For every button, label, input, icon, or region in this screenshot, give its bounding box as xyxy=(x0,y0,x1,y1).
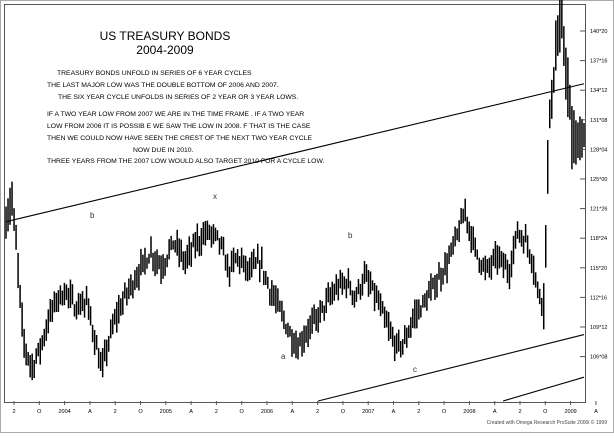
wave-label: b xyxy=(90,211,95,220)
y-tick-label: 125*00 xyxy=(590,177,607,183)
x-tick-label: A xyxy=(290,409,294,415)
annotation-line: THE SIX YEAR CYCLE UNFOLDS IN SERIES OF … xyxy=(58,94,298,101)
wave-labels: b x b a c xyxy=(90,192,417,374)
footer-credit: Created with Omega Research ProSuite 200… xyxy=(487,419,608,426)
x-tick-label: 2005 xyxy=(160,409,172,415)
x-tick-label: 2009 xyxy=(564,409,576,415)
y-tick-label: 137*16 xyxy=(590,59,607,65)
x-axis-ticks: 2 O 2004 A 2 O 2005 A 2 O 2006 A 2 O 2007 A 2 O 2008 A 2 O 200… xyxy=(12,401,598,415)
y-tick-label: 134*12 xyxy=(590,88,607,94)
y-tick-label: 115*20 xyxy=(590,266,607,272)
x-tick-label: O xyxy=(341,409,346,415)
wave-label: b xyxy=(348,231,353,240)
x-tick-label: 2007 xyxy=(362,409,374,415)
x-tick-label: O xyxy=(543,409,548,415)
y-tick-label: 112*16 xyxy=(590,295,607,301)
annotation-line: THREE YEARS FROM THE 2007 LOW WOULD ALSO… xyxy=(47,158,324,165)
x-tick-label: A xyxy=(594,409,598,415)
trendline xyxy=(317,334,585,402)
y-tick-label: 109*12 xyxy=(590,325,607,331)
x-tick-label: 2 xyxy=(316,409,319,415)
x-tick-label: 2006 xyxy=(261,409,273,415)
annotation-line: IF A TWO YEAR LOW FROM 2007 WE ARE IN TH… xyxy=(47,111,304,118)
x-tick-label: 2 xyxy=(215,409,218,415)
x-tick-label: O xyxy=(138,409,143,415)
x-tick-label: 2 xyxy=(518,409,521,415)
x-tick-label: 2 xyxy=(417,409,420,415)
trendlines xyxy=(5,83,585,402)
y-tick-label: 106*08 xyxy=(590,355,607,361)
wave-label: a xyxy=(281,352,286,361)
x-tick-label: A xyxy=(493,409,497,415)
x-tick-label: O xyxy=(37,409,42,415)
annotation-line: TREASURY BONDS UNFOLD IN SERIES OF 6 YEA… xyxy=(57,70,252,77)
x-tick-label: A xyxy=(189,409,193,415)
x-tick-label: A xyxy=(392,409,396,415)
y-tick-label: 118*24 xyxy=(590,236,607,242)
plot-border xyxy=(4,4,586,403)
x-tick-label: 2 xyxy=(12,409,15,415)
annotation-line: THEN WE COULD NOW HAVE SEEN THE CREST OF… xyxy=(47,135,312,142)
x-tick-label: O xyxy=(442,409,447,415)
x-tick-label: 2004 xyxy=(58,409,70,415)
y-tick-label: 131*08 xyxy=(590,118,607,124)
y-tick-label: 140*20 xyxy=(590,29,607,35)
chart-subtitle: 2004-2009 xyxy=(136,43,194,57)
y-axis-ticks: 140*20 137*16 134*12 131*08 128*04 125*00 121*… xyxy=(580,29,607,361)
price-bars xyxy=(5,0,585,381)
annotation-line: THE LAST MAJOR LOW WAS THE DOUBLE BOTTOM… xyxy=(47,82,279,89)
wave-label: x xyxy=(213,192,217,201)
annotation-notes: TREASURY BONDS UNFOLD IN SERIES OF 6 YEA… xyxy=(47,70,324,165)
trendline xyxy=(5,83,585,223)
wave-label: c xyxy=(413,365,417,374)
trendline xyxy=(502,376,585,402)
y-tick-label: 121*26 xyxy=(590,207,607,213)
y-tick-label: 128*04 xyxy=(590,147,607,153)
annotation-line: LOW FROM 2006 IT IS POSSIB E WE SAW THE … xyxy=(47,123,311,130)
x-tick-label: 2 xyxy=(114,409,117,415)
annotation-line: NOW DUE IN 2010. xyxy=(133,147,194,154)
x-tick-label: A xyxy=(88,409,92,415)
x-tick-label: O xyxy=(240,409,245,415)
chart-title: US TREASURY BONDS xyxy=(100,29,231,43)
x-tick-label: 2008 xyxy=(463,409,475,415)
